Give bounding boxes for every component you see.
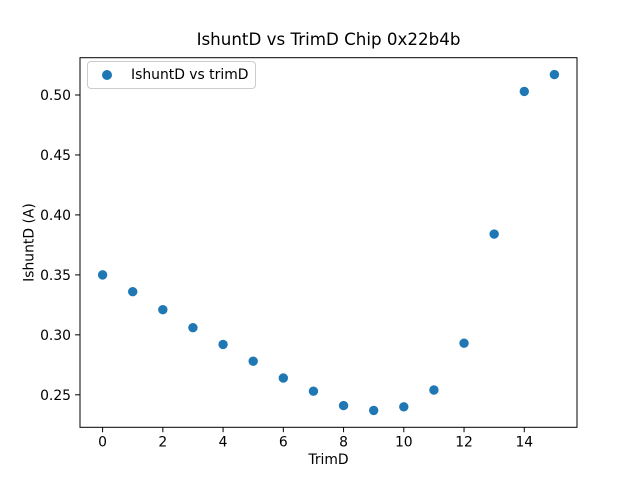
y-tick-label: 0.35 <box>40 268 71 284</box>
data-point <box>489 229 499 239</box>
x-tick-label: 10 <box>395 434 413 450</box>
y-tick-label: 0.45 <box>40 148 71 164</box>
data-point <box>308 386 319 396</box>
x-tick-label: 0 <box>98 434 107 450</box>
data-point <box>399 402 409 412</box>
data-point <box>218 339 228 350</box>
x-tick-label: 4 <box>219 434 228 450</box>
data-point <box>459 338 469 348</box>
data-point <box>128 286 138 297</box>
data-point <box>278 373 289 383</box>
y-tick-label: 0.25 <box>40 388 71 404</box>
x-tick-label: 2 <box>158 434 167 450</box>
axes-frame <box>79 57 578 428</box>
data-point <box>368 405 379 416</box>
y-tick-label: 0.50 <box>40 88 71 104</box>
data-point <box>429 385 439 395</box>
y-tick-label: 0.40 <box>40 208 71 224</box>
x-tick-label: 6 <box>279 434 288 450</box>
x-tick-label: 8 <box>339 434 348 450</box>
data-point <box>549 69 560 80</box>
x-tick-label: 12 <box>455 434 473 450</box>
data-point <box>158 304 168 315</box>
data-point <box>97 270 108 280</box>
data-point <box>248 356 258 366</box>
legend-box: IshuntD vs trimD <box>87 61 256 89</box>
x-tick-label: 14 <box>515 434 533 450</box>
data-point <box>338 400 349 411</box>
y-axis-label: IshuntD (A) <box>21 203 38 282</box>
legend-entry-label: IshuntD vs trimD <box>131 67 249 83</box>
legend-marker-icon <box>102 70 112 80</box>
x-axis-label: TrimD <box>308 452 349 468</box>
chart-title: IshuntD vs TrimD Chip 0x22b4b <box>196 29 461 49</box>
data-point <box>188 322 198 333</box>
data-point <box>519 86 529 97</box>
y-tick-label: 0.30 <box>40 328 71 344</box>
